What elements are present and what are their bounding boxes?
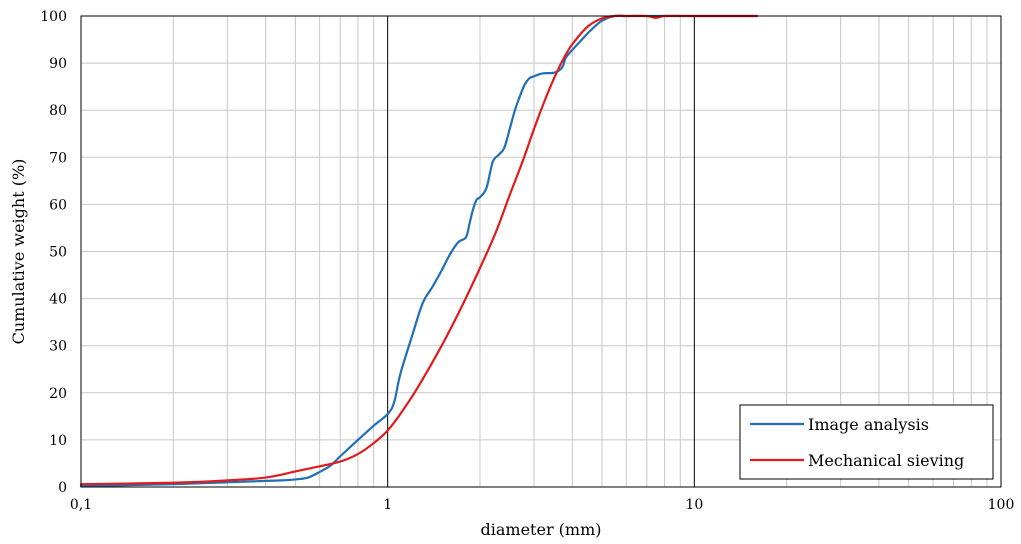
- series-line-image-analysis: [79, 14, 759, 488]
- legend-box: [739, 404, 994, 480]
- y-tick-label: 10: [49, 433, 67, 449]
- legend-label-image-analysis: Image analysis: [808, 415, 929, 434]
- series-line-mechanical-sieving: [79, 14, 759, 486]
- y-tick-labels: 0 10 20 30 40 50 60 70 80 90 100: [40, 9, 67, 496]
- plot-area-frame: [80, 15, 1002, 488]
- x-tick-label: 0,1: [70, 497, 92, 513]
- x-tick-label: 1: [383, 497, 392, 513]
- series-lines: [79, 14, 759, 488]
- y-tick-label: 0: [58, 480, 67, 496]
- y-axis-title: Cumulative weight (%): [9, 159, 28, 345]
- legend-label-mechanical-sieving: Mechanical sieving: [808, 451, 964, 470]
- y-tick-label: 30: [49, 339, 67, 355]
- x-tick-labels: 0,1 1 10 100: [70, 497, 1015, 513]
- y-tick-label: 70: [49, 150, 67, 166]
- x-axis-title: diameter (mm): [481, 520, 602, 539]
- y-tick-label: 100: [40, 9, 67, 25]
- y-tick-label: 20: [49, 386, 67, 402]
- legend: Image analysis Mechanical sieving: [739, 404, 994, 480]
- y-tick-label: 90: [49, 56, 67, 72]
- y-tick-label: 60: [49, 197, 67, 213]
- y-tick-label: 40: [49, 292, 67, 308]
- x-tick-label: 100: [988, 497, 1015, 513]
- x-tick-label: 10: [685, 497, 703, 513]
- y-tick-label: 80: [49, 103, 67, 119]
- y-tick-label: 50: [49, 245, 67, 261]
